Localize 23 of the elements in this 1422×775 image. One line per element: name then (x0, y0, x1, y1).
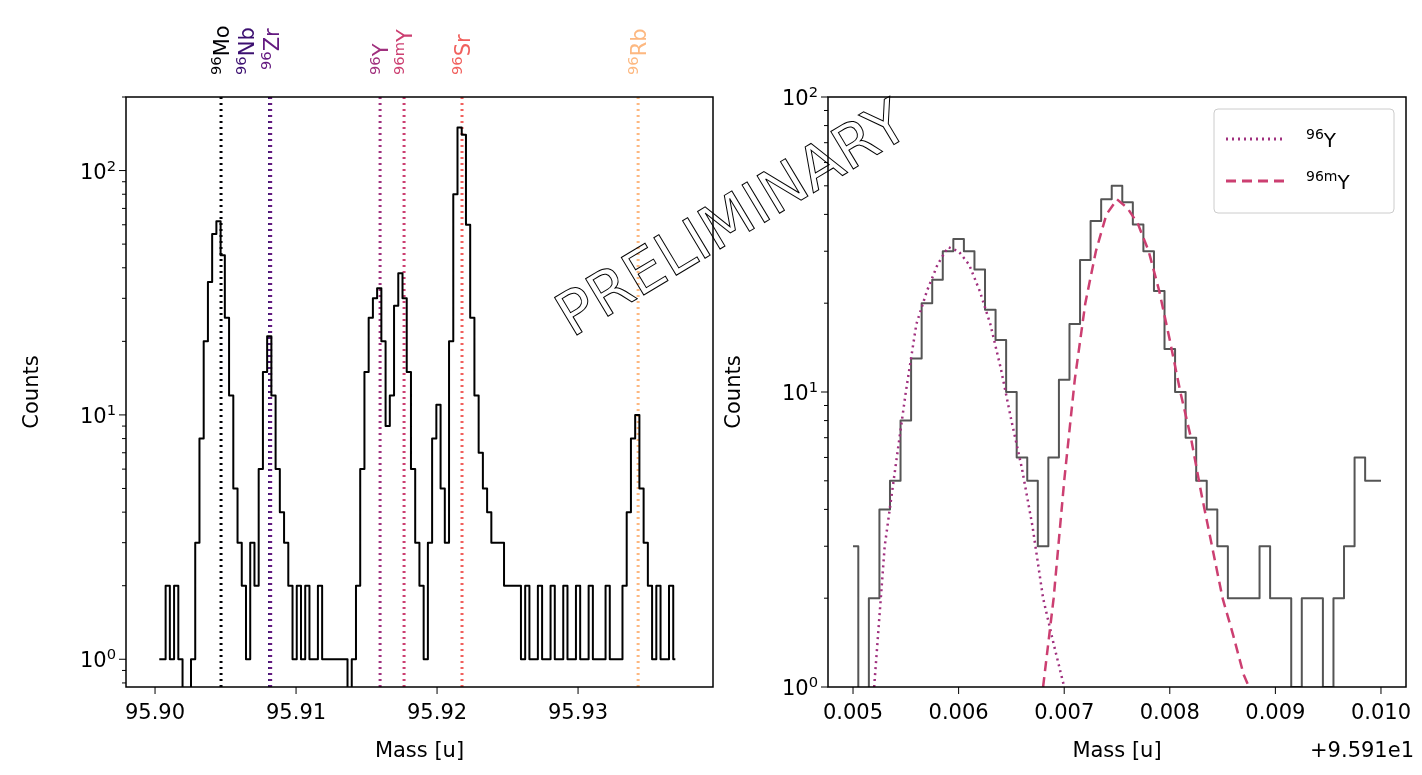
x-tick-label: 0.008 (1139, 700, 1200, 724)
y-tick-label: 10$^{2}$ (79, 156, 116, 184)
x-tick-label: 0.006 (928, 700, 989, 724)
y-tick-label: 10$^{0}$ (79, 644, 116, 673)
x-tick-label: 0.005 (822, 700, 884, 724)
x-tick-label: 0.010 (1350, 700, 1412, 724)
x-axis-title: Mass [u] (1072, 738, 1162, 762)
x-tick-label: 0.007 (1034, 700, 1095, 724)
y-axis-title: Counts (19, 355, 43, 429)
legend-label: $^{96m}$Y (1306, 168, 1351, 194)
legend-label: $^{96}$Y (1306, 126, 1337, 152)
text: +9.591e1 (1310, 738, 1414, 762)
x-tick-label: 95.93 (548, 700, 609, 724)
y-tick-label: 10$^{1}$ (781, 377, 818, 405)
x-tick-label: 0.009 (1245, 700, 1306, 724)
x-tick-label: 95.91 (265, 700, 327, 724)
y-axis-title: Counts (721, 355, 745, 429)
y-tick-label: 10$^{1}$ (79, 400, 116, 428)
x-tick-label: 95.92 (406, 700, 468, 724)
x-axis-title: Mass [u] (374, 738, 465, 762)
line-series (1041, 198, 1251, 687)
x-tick-label: 95.90 (124, 700, 186, 724)
y-tick-label: 10$^{0}$ (781, 672, 818, 700)
